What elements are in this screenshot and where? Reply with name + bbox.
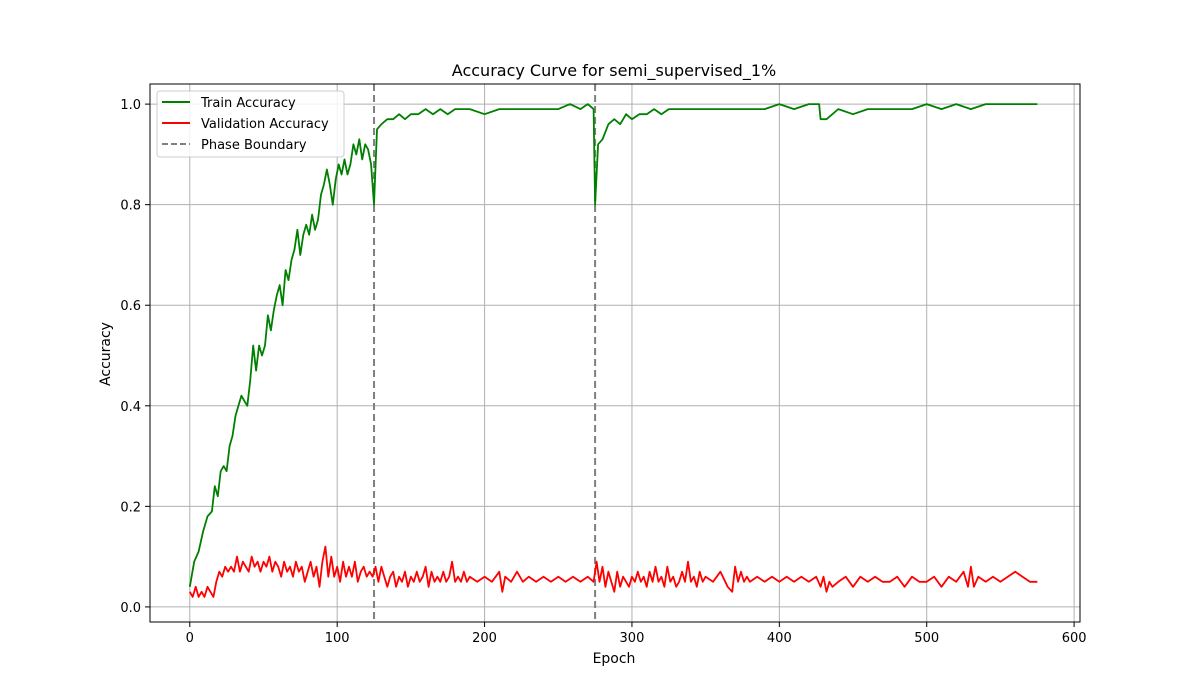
- y-tick-label: 0.6: [120, 299, 141, 314]
- legend-label-validation: Validation Accuracy: [201, 117, 329, 132]
- x-tick-label: 200: [472, 631, 497, 646]
- x-tick-label: 400: [767, 631, 792, 646]
- y-axis-title: Accuracy: [98, 322, 114, 386]
- x-tick-label: 100: [325, 631, 350, 646]
- x-tick-label: 600: [1062, 631, 1087, 646]
- validation-accuracy-line: [189, 545, 1038, 598]
- x-axis-title: Epoch: [593, 651, 636, 667]
- grid-lines: [150, 84, 1080, 622]
- y-tick-label: 1.0: [120, 98, 141, 113]
- legend: Train Accuracy Validation Accuracy Phase…: [156, 90, 345, 158]
- y-tick-label: 0.2: [120, 500, 141, 515]
- y-tick-label: 0.8: [120, 199, 141, 214]
- x-tick-label: 500: [914, 631, 939, 646]
- y-tick-label: 0.4: [120, 400, 141, 415]
- plot-frame: [149, 83, 1081, 623]
- data-series: [188, 103, 1038, 598]
- legend-box: [156, 90, 345, 158]
- chart-title: Accuracy Curve for semi_supervised_1%: [452, 61, 776, 81]
- axis-ticks: 0 100 200 300 400 500 600 0.0 0.2 0.4 0.6 0.8 1.0: [120, 98, 1086, 646]
- x-tick-label: 0: [186, 631, 194, 646]
- x-tick-label: 300: [620, 631, 645, 646]
- legend-label-train: Train Accuracy: [200, 96, 296, 111]
- legend-label-boundary: Phase Boundary: [201, 138, 307, 153]
- y-tick-label: 0.0: [120, 601, 141, 616]
- train-accuracy-line: [188, 103, 1038, 587]
